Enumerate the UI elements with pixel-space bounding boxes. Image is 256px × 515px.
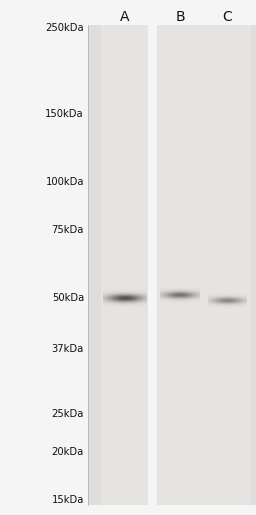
- Bar: [204, 25, 251, 505]
- Text: B: B: [176, 10, 185, 24]
- Bar: [101, 25, 148, 505]
- Bar: [157, 25, 204, 505]
- Text: 100kDa: 100kDa: [46, 177, 84, 187]
- Text: 20kDa: 20kDa: [52, 447, 84, 457]
- Text: 37kDa: 37kDa: [52, 344, 84, 353]
- Bar: [88, 25, 256, 505]
- Text: A: A: [120, 10, 130, 24]
- Text: 15kDa: 15kDa: [52, 495, 84, 505]
- Text: 150kDa: 150kDa: [45, 109, 84, 118]
- Text: 50kDa: 50kDa: [52, 293, 84, 303]
- Text: 25kDa: 25kDa: [52, 409, 84, 419]
- Text: C: C: [222, 10, 232, 24]
- Bar: [148, 25, 157, 505]
- Text: 250kDa: 250kDa: [45, 23, 84, 33]
- Text: 75kDa: 75kDa: [52, 225, 84, 235]
